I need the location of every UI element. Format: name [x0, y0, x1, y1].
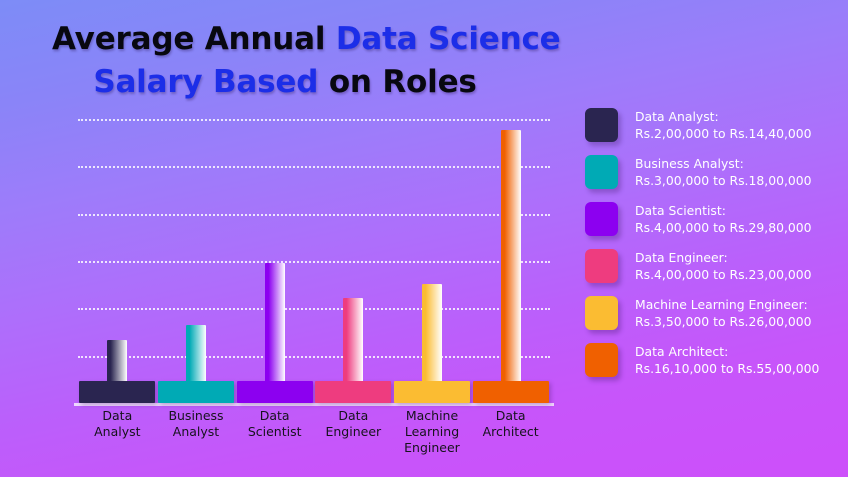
legend-item[interactable]: Data Engineer: Rs.4,00,000 to Rs.23,00,00…: [585, 249, 835, 285]
legend-role-name: Machine Learning Engineer:: [635, 297, 808, 312]
legend-role-name: Data Analyst:: [635, 109, 719, 124]
bar-stem: [500, 129, 521, 381]
bar-pedestal: [315, 381, 392, 403]
bar-stem: [186, 325, 206, 381]
legend-role-name: Business Analyst:: [635, 156, 744, 171]
x-axis-tick-label-line: Data: [102, 408, 133, 423]
legend-label: Data Engineer: Rs.4,00,000 to Rs.23,00,00…: [635, 249, 812, 283]
x-axis-tick-label-line: Architect: [482, 424, 539, 439]
legend-salary-range: Rs.2,00,000 to Rs.14,40,000: [635, 125, 812, 141]
x-axis-tick-label-line: Scientist: [247, 424, 302, 439]
x-axis-tick-label: Data Analyst: [78, 408, 156, 440]
legend-color-swatch: [585, 249, 618, 283]
title-segment-plain-2: on Roles: [318, 64, 477, 100]
bar-column[interactable]: [78, 100, 156, 403]
bars-group: [78, 100, 550, 403]
legend-item[interactable]: Business Analyst: Rs.3,00,000 to Rs.18,00…: [585, 155, 835, 191]
legend-salary-range: Rs.16,10,000 to Rs.55,00,000: [635, 360, 820, 376]
x-axis-tick-label-line: Data: [338, 408, 369, 423]
legend-salary-range: Rs.4,00,000 to Rs.23,00,000: [635, 266, 812, 282]
bar-column[interactable]: [472, 100, 550, 403]
legend-item[interactable]: Data Analyst: Rs.2,00,000 to Rs.14,40,000: [585, 108, 835, 144]
legend-label: Data Analyst: Rs.2,00,000 to Rs.14,40,000: [635, 108, 812, 142]
x-axis-tick-label-line: Machine: [405, 408, 459, 423]
legend-salary-range: Rs.4,00,000 to Rs.29,80,000: [635, 219, 812, 235]
bar-stem: [422, 283, 442, 381]
bar-column[interactable]: [157, 100, 235, 403]
x-axis-tick-label-line: Business: [168, 408, 224, 423]
bar-pedestal: [236, 381, 313, 403]
bar-stem: [107, 340, 128, 381]
x-axis-line: [74, 403, 554, 406]
chart-legend: Data Analyst: Rs.2,00,000 to Rs.14,40,000…: [585, 108, 835, 390]
bar-pedestal: [472, 381, 549, 403]
bar-stem: [264, 263, 285, 381]
bar-column[interactable]: [393, 100, 471, 403]
x-axis-tick-label-line: Engineer: [325, 424, 382, 439]
legend-item[interactable]: Data Architect: Rs.16,10,000 to Rs.55,00,…: [585, 343, 835, 379]
gridline: [78, 213, 550, 216]
legend-salary-range: Rs.3,00,000 to Rs.18,00,000: [635, 172, 812, 188]
gridline: [78, 260, 550, 263]
legend-label: Data Architect: Rs.16,10,000 to Rs.55,00,…: [635, 343, 819, 377]
gridline: [78, 166, 550, 169]
bar-column[interactable]: [236, 100, 314, 403]
x-axis-tick-label-line: Data: [259, 408, 290, 423]
legend-role-name: Data Engineer:: [635, 250, 728, 265]
bar-pedestal: [79, 381, 156, 403]
legend-color-swatch: [585, 296, 618, 330]
x-axis-tick-label: Data Scientist: [236, 408, 314, 440]
gridline: [78, 308, 550, 311]
bar-pedestal: [394, 381, 470, 403]
title-segment-accent-2: Salary Based: [93, 64, 319, 100]
bar-stem: [343, 297, 364, 381]
legend-color-swatch: [585, 108, 618, 142]
x-axis-tick-label-line: Analyst: [94, 424, 141, 439]
title-segment-accent-1: Data Science: [335, 21, 561, 57]
legend-color-swatch: [585, 343, 618, 377]
legend-role-name: Data Scientist:: [635, 203, 726, 218]
x-axis-tick-label-line: Engineer: [404, 440, 460, 455]
bar-chart: 1,000,0002,000,0003,000,0004,000,0005,00…: [0, 100, 580, 460]
legend-label: Data Scientist: Rs.4,00,000 to Rs.29,80,0…: [635, 202, 812, 236]
x-axis-tick-label: Business Analyst: [157, 408, 235, 440]
legend-item[interactable]: Data Scientist: Rs.4,00,000 to Rs.29,80,0…: [585, 202, 835, 238]
x-axis-tick-label: Data Architect: [472, 408, 550, 440]
x-axis-tick-label: Machine Learning Engineer: [393, 408, 471, 456]
title-segment-plain-1: Average Annual: [52, 21, 336, 57]
plot-area: [78, 118, 550, 403]
legend-label: Machine Learning Engineer: Rs.3,50,000 to…: [635, 296, 812, 330]
legend-color-swatch: [585, 202, 618, 236]
x-axis-tick-label: Data Engineer: [314, 408, 392, 440]
legend-item[interactable]: Machine Learning Engineer: Rs.3,50,000 to…: [585, 296, 835, 332]
gridline: [78, 355, 550, 358]
x-axis-tick-label-line: Analyst: [172, 424, 220, 439]
bar-column[interactable]: [314, 100, 392, 403]
title-line-1: Average Annual Data Science: [52, 18, 572, 61]
legend-color-swatch: [585, 155, 618, 189]
legend-label: Business Analyst: Rs.3,00,000 to Rs.18,00…: [635, 155, 812, 189]
x-axis-tick-label-line: Learning: [404, 424, 460, 439]
page-title: Average Annual Data Science Salary Based…: [52, 18, 572, 104]
x-axis-tick-label-line: Data: [495, 408, 526, 423]
legend-role-name: Data Architect:: [635, 344, 729, 359]
legend-salary-range: Rs.3,50,000 to Rs.26,00,000: [635, 313, 812, 329]
bar-pedestal: [158, 381, 234, 403]
x-axis-labels: Data Analyst Business Analyst Data Scientist D…: [78, 408, 550, 468]
title-line-2: Salary Based on Roles: [52, 61, 572, 104]
gridline: [78, 118, 550, 121]
